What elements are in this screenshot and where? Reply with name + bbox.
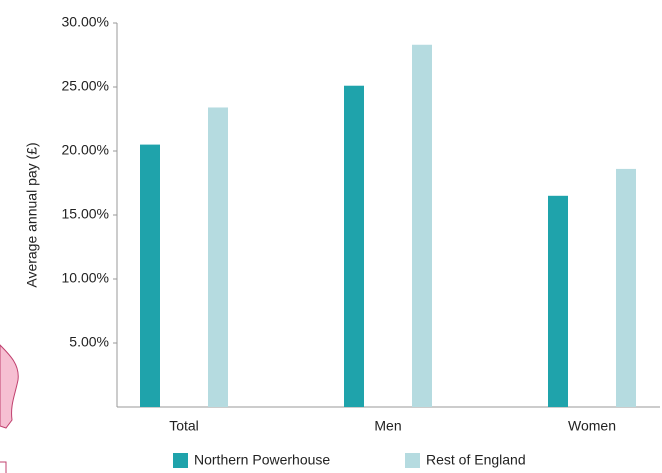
- bar: [208, 107, 228, 407]
- y-tick-label: 25.00%: [62, 78, 109, 94]
- bar: [616, 168, 636, 407]
- legend-label: Rest of England: [426, 452, 526, 468]
- legend-label: Northern Powerhouse: [194, 452, 330, 468]
- x-tick-label: Women: [568, 418, 616, 434]
- legend-swatch: [173, 453, 188, 468]
- bar: [412, 44, 432, 407]
- x-tick-label: Men: [374, 418, 401, 434]
- bar: [140, 144, 160, 407]
- y-axis-label: Average annual pay (£): [24, 142, 40, 287]
- x-tick-label: Total: [169, 418, 199, 434]
- legend-swatch: [405, 453, 420, 468]
- y-tick-label: 20.00%: [62, 142, 109, 158]
- decoration: [0, 344, 19, 429]
- y-tick-label: 15.00%: [62, 206, 109, 222]
- decoration: [0, 461, 7, 473]
- bar: [548, 195, 568, 407]
- y-tick-label: 5.00%: [69, 334, 109, 350]
- y-tick-label: 30.00%: [62, 14, 109, 30]
- bar: [344, 85, 364, 407]
- y-tick-label: 10.00%: [62, 270, 109, 286]
